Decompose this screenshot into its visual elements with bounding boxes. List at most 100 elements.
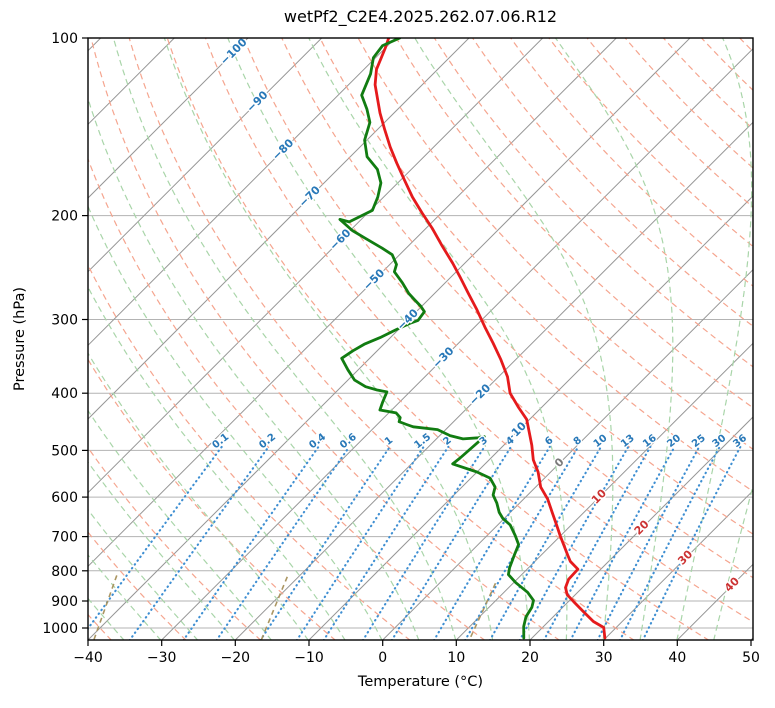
mixing-ratio-label: 10: [592, 433, 610, 450]
moist-adiabat-line: [88, 508, 199, 640]
mixing-ratio-line: [542, 445, 652, 640]
x-tick-label: −30: [147, 650, 177, 666]
mixing-ratio-label: 1.5: [412, 432, 433, 452]
x-tick-label: 20: [521, 650, 539, 666]
dry-adiabat-line: [90, 38, 561, 640]
mixing-ratio-label: 0.1: [210, 432, 231, 452]
mixing-ratio-label: 0.6: [338, 432, 359, 452]
mixing-ratio-label: 0.4: [307, 432, 328, 452]
x-tick-label: 50: [742, 650, 760, 666]
moist-adiabat-line: [308, 38, 568, 640]
dry-adiabat-line: [128, 38, 635, 640]
isotherm-line: [455, 342, 753, 640]
isotherm-line: [161, 47, 753, 640]
mixing-ratio-line: [215, 445, 351, 640]
dry-adiabat-line: [88, 157, 486, 640]
pressure-gridlines: [88, 38, 753, 629]
y-tick-label: 500: [51, 443, 78, 459]
y-tick-label: 400: [51, 386, 78, 402]
isotherm-line: [603, 489, 753, 640]
moist-adiabats-group: [88, 38, 753, 640]
y-axis-label: Pressure (hPa): [12, 286, 28, 392]
mixing-ratio-label: 16: [641, 433, 659, 450]
dry-adiabats-group: [88, 38, 753, 640]
mixing-ratio-label: 8: [572, 435, 584, 448]
x-tick-label: 30: [595, 650, 613, 666]
tan-dashed-segment: [92, 571, 119, 640]
y-tick-label: 100: [51, 31, 78, 47]
mixing-ratio-label: 6: [543, 435, 555, 448]
y-tick-label: 900: [51, 594, 78, 610]
dry-adiabat-line: [204, 38, 753, 623]
moist-adiabat-line: [88, 409, 273, 640]
moist-adiabat-line: [88, 96, 420, 640]
isotherm-line: [88, 38, 396, 347]
isotherm-line: [88, 38, 470, 420]
x-tick-label: −10: [294, 650, 324, 666]
dry-adiabat-line: [701, 38, 753, 92]
isotherm-line: [88, 38, 544, 494]
x-tick-label: 10: [447, 650, 465, 666]
y-tick-label: 600: [51, 490, 78, 506]
mixing-ratio-label: 1: [383, 435, 395, 448]
dry-adiabat-line: [319, 38, 753, 493]
moist-adiabat-line: [88, 461, 236, 640]
mixing-ratio-line: [88, 445, 223, 631]
mixing-ratio-line: [596, 445, 701, 640]
moist-adiabat-line: [555, 38, 674, 640]
mixing-ratio-line: [128, 445, 270, 640]
isotherm-label: 0: [552, 455, 567, 470]
dry-adiabat-line: [395, 38, 753, 409]
profiles-group: [338, 38, 607, 640]
mixing-ratio-line: [182, 445, 320, 640]
dry-adiabat-line: [472, 38, 753, 327]
mixing-ratio-line: [488, 445, 603, 640]
mixing-ratio-label: 20: [665, 433, 683, 450]
moist-adiabat-line: [713, 483, 753, 640]
moist-adiabat-line: [88, 352, 309, 640]
mixing-ratio-line: [322, 445, 450, 640]
mixing-ratio-label: 3: [478, 435, 490, 448]
mixing-ratio-label: 13: [619, 433, 637, 450]
isotherms-group: [88, 38, 753, 640]
moist-adiabat-line: [88, 204, 383, 640]
mixing-ratio-line: [641, 445, 742, 640]
mixing-ratio-line: [618, 445, 721, 640]
isotherm-line: [234, 121, 753, 640]
isotherm-line: [88, 38, 691, 640]
tan-dashed-segment: [468, 579, 498, 640]
moist-adiabat-line: [676, 38, 753, 640]
x-tick-label: −40: [73, 650, 103, 666]
isotherm-line: [382, 268, 753, 640]
dry-adiabat-line: [243, 38, 753, 579]
dewpoint-line: [338, 38, 535, 640]
mixing-ratio-label: 25: [690, 433, 708, 450]
dry-adiabat-line: [88, 446, 262, 640]
isotherm-line: [529, 416, 753, 640]
isotherm-line: [676, 563, 753, 640]
mixing-ratio-label: 0.2: [257, 432, 278, 452]
y-tick-label: 200: [51, 209, 78, 225]
isotherm-label: −90: [244, 88, 271, 115]
y-tick-label: 300: [51, 313, 78, 329]
x-tick-label: 0: [378, 650, 387, 666]
isotherm-label: −30: [430, 344, 457, 371]
dry-adiabat-line: [739, 38, 753, 53]
isotherm-label: −60: [327, 226, 354, 253]
isotherm-line: [750, 637, 753, 640]
y-tick-label: 800: [51, 564, 78, 580]
mixing-ratio-line: [295, 445, 425, 640]
y-tick-label: 1000: [42, 621, 78, 637]
isotherm-line: [88, 38, 617, 568]
x-tick-label: −20: [221, 650, 251, 666]
plot-border: [87, 37, 754, 641]
moist-adiabat-line: [163, 38, 494, 640]
moist-adiabat-line: [112, 38, 457, 640]
tan-dashed-segment: [260, 574, 289, 640]
mixing-ratio-line: [518, 445, 630, 640]
axis-ticks-group: −40 −30 −20 −10 0 10 20 30 40 5010020030040050060…: [42, 31, 760, 666]
dry-adiabat-line: [357, 38, 753, 450]
mixing-ratio-line: [259, 445, 391, 640]
